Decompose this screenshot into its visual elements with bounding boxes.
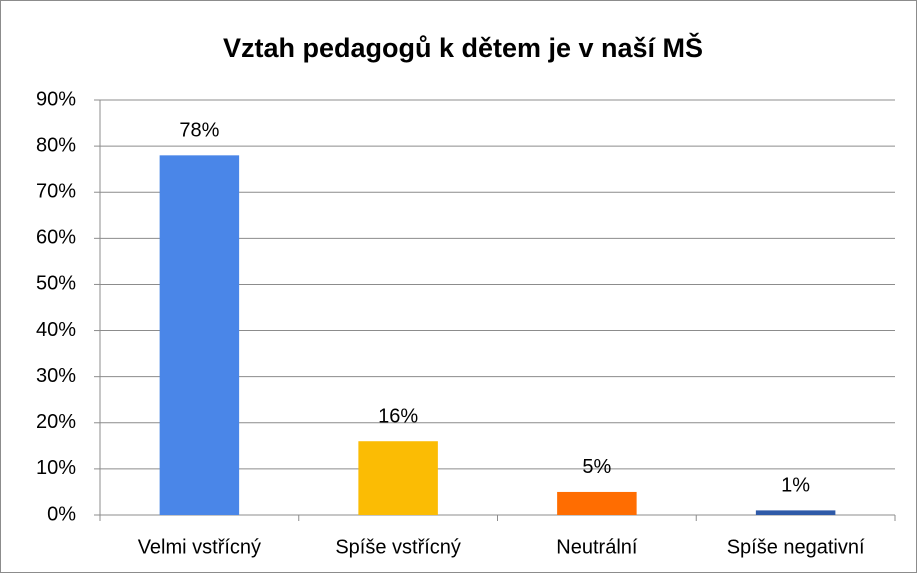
- y-tick-label: 50%: [36, 273, 76, 295]
- data-label: 5%: [582, 456, 611, 478]
- x-tick-label: Spíše negativní: [727, 536, 865, 558]
- bar: [159, 155, 240, 516]
- x-tick-label: Neutrální: [556, 536, 638, 558]
- bar: [358, 441, 438, 515]
- data-label: 1%: [781, 475, 810, 497]
- bar: [755, 510, 836, 515]
- bar: [557, 491, 637, 515]
- y-tick-label: 10%: [36, 457, 76, 479]
- y-tick-label: 40%: [36, 319, 76, 341]
- x-tick-label: Velmi vstřícný: [138, 536, 261, 558]
- chart-title: Vztah pedagogů k dětem je v naší MŠ: [223, 32, 703, 63]
- data-label: 78%: [179, 120, 219, 142]
- y-tick-label: 20%: [36, 411, 76, 433]
- data-label: 16%: [378, 406, 418, 428]
- y-tick-label: 90%: [36, 88, 76, 110]
- y-tick-label: 30%: [36, 365, 76, 387]
- y-tick-label: 80%: [36, 134, 76, 156]
- y-tick-label: 70%: [36, 181, 76, 203]
- y-tick-label: 0%: [47, 503, 76, 525]
- y-tick-label: 60%: [36, 227, 76, 249]
- x-tick-label: Spíše vstřícný: [335, 536, 461, 558]
